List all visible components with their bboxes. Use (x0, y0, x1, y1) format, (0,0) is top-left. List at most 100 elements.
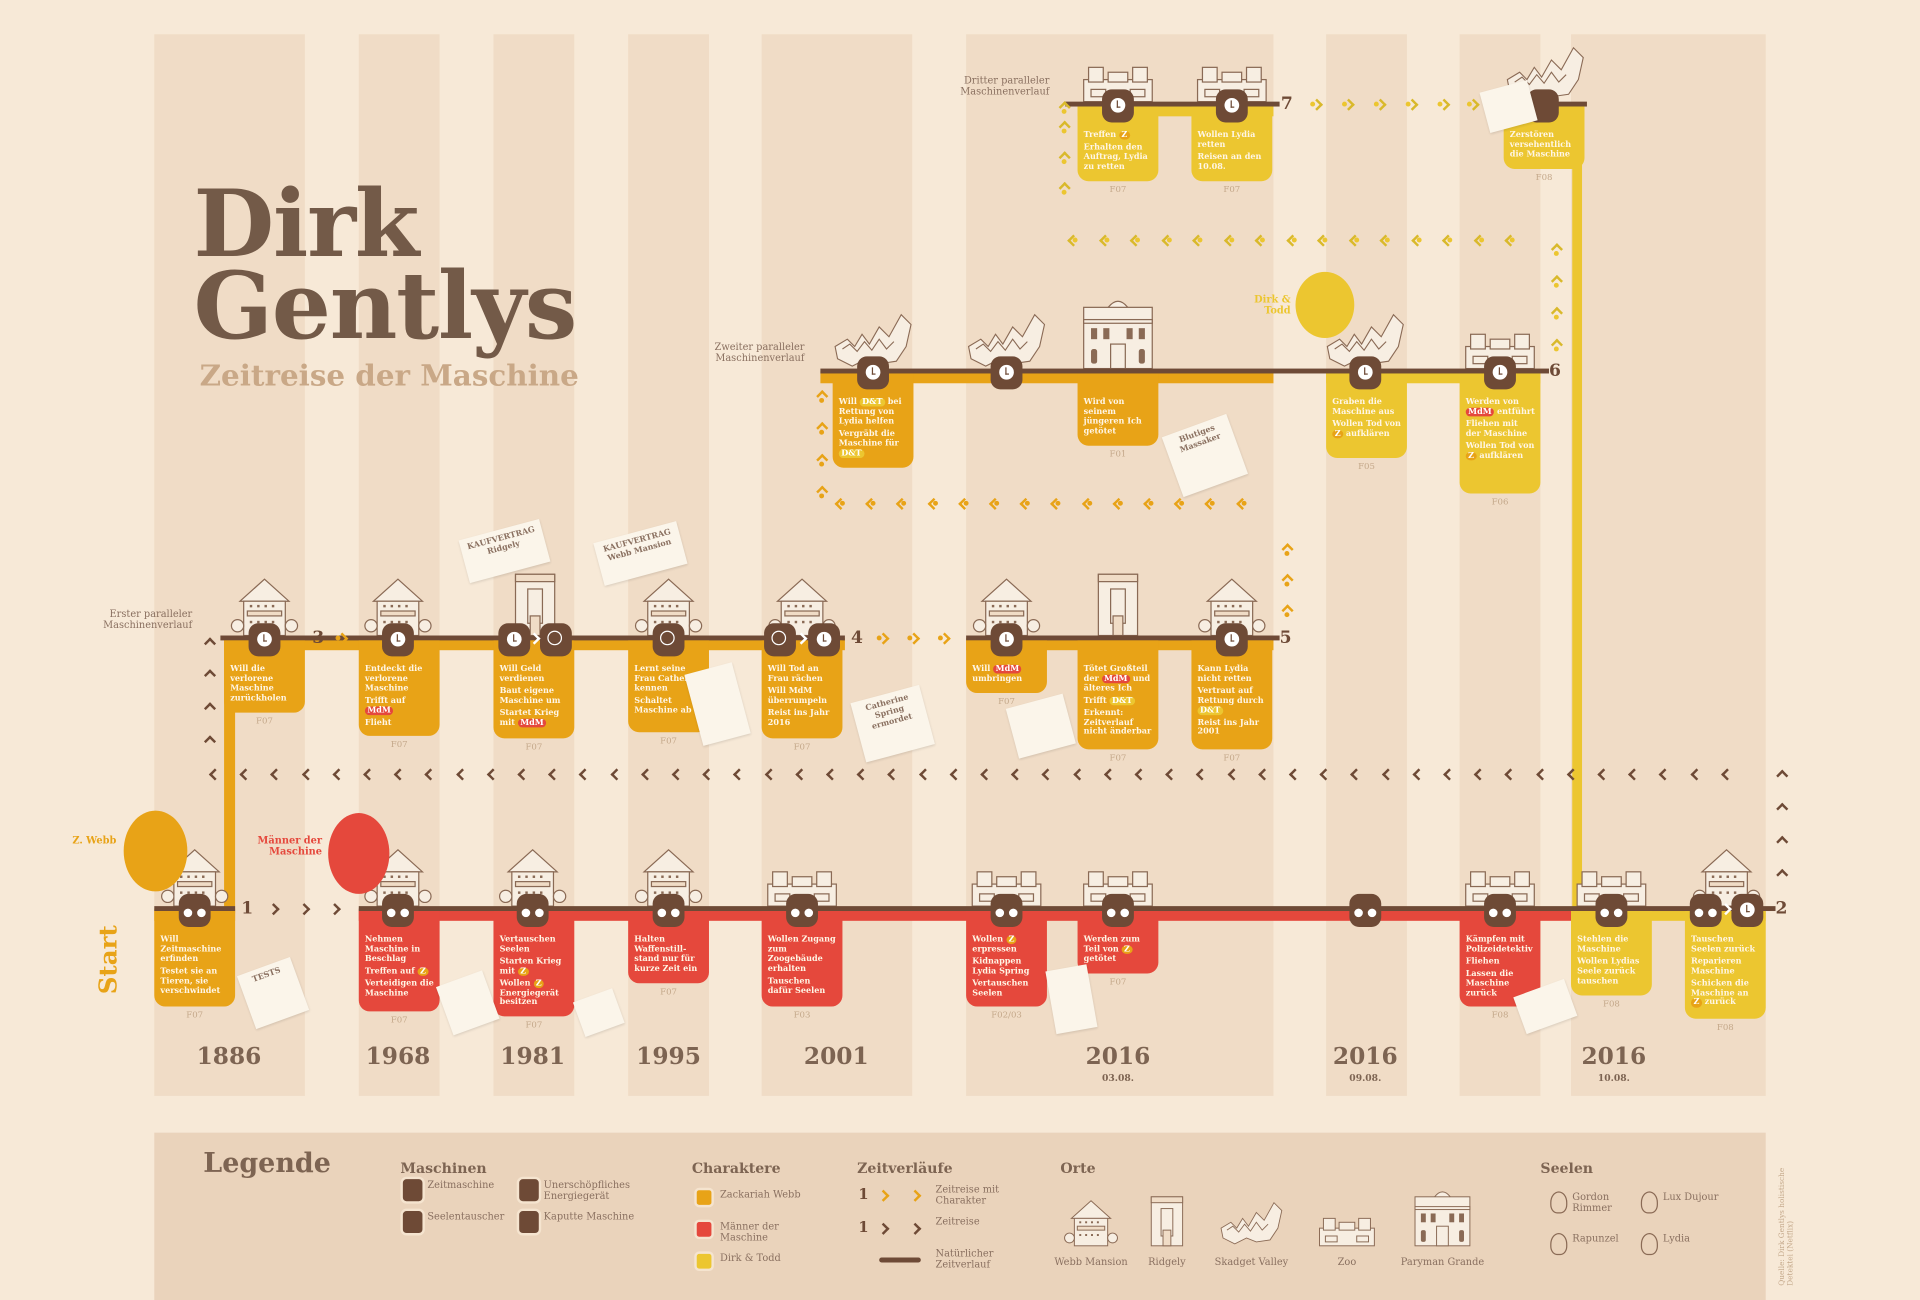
dot-marker (1284, 551, 1290, 556)
card-text-line: Wollen Tod von Z aufklären (1465, 440, 1535, 461)
card-text-line: Treffen auf Z (365, 966, 435, 977)
subtitle: Zeitreise der Maschine (199, 357, 579, 394)
card-text-line: Wollen Z erpressen (972, 934, 1017, 954)
dot-marker (1086, 500, 1092, 506)
z-badge: Z (1332, 429, 1344, 439)
chevron-left-icon (733, 768, 746, 781)
timeline-band (1572, 104, 1583, 913)
soul-portrait-icon (1640, 1233, 1658, 1256)
chevron-left-icon (455, 768, 468, 781)
card-text-line: Vertraut auf Rettung durch D&T (1197, 685, 1264, 715)
soul-eye (791, 908, 800, 918)
chevron-right-icon (909, 1189, 922, 1202)
soul-eye (1367, 908, 1377, 918)
time-machine-icon (1102, 89, 1134, 123)
card-text-line: Fliehen mit der Maschine (1465, 418, 1528, 439)
event-card: Nehmen Maschine in Beschlag Treffen auf Z… (358, 911, 440, 1012)
photo-card (572, 988, 625, 1038)
mdm-badge: MdM (364, 705, 394, 715)
legend-place-label: Skadget Valley (1214, 1256, 1289, 1268)
soul-eye (1354, 908, 1363, 918)
card-text-line: Werden von MdM entführt (1465, 396, 1535, 417)
card-text-line: Wollen Z Energiegerät besitzen (499, 977, 559, 1008)
row-label-erster: Erster paralleler Maschinenverlauf (103, 608, 193, 631)
step-number: 1 (241, 898, 254, 919)
year-label: 1981 (500, 1043, 566, 1071)
photo-card (435, 970, 500, 1036)
legend-place-label: Webb Mansion (1054, 1256, 1128, 1268)
dt-badge: D&T (838, 448, 864, 458)
card-text-line: Tauschen Seelen zurück (1691, 934, 1756, 954)
clock-face (1110, 97, 1126, 113)
card-text-line: Treffen Z (1084, 130, 1154, 141)
soul-eye (521, 908, 531, 918)
soul-swapper-icon (786, 893, 818, 927)
card-text-line: Will Tod an Frau rächen (767, 663, 823, 684)
soul-eye (1502, 908, 1512, 918)
dt-badge: D&T (1197, 705, 1223, 715)
episode-ref: F08 (1491, 1010, 1509, 1021)
chevron-left-icon (1288, 768, 1301, 781)
z-badge: Z (1005, 935, 1017, 945)
card-text-line: Halten Waffenstill-stand nur für kurze Z… (634, 934, 698, 974)
soul-eye (400, 908, 409, 918)
dot-marker (819, 397, 825, 403)
episode-ref: F07 (998, 696, 1015, 707)
legend-place-label: Ridgely (1148, 1256, 1186, 1268)
time-machine-icon (1484, 356, 1516, 390)
card-text-line: Starten Krieg mit Z (499, 956, 562, 976)
dirk-todd-label: Dirk & Todd (1254, 292, 1291, 316)
maenner-portrait (328, 813, 390, 894)
soul-eye (197, 908, 206, 918)
chevron-right-icon (328, 903, 341, 916)
dot-marker (1310, 101, 1316, 107)
clock-face (1740, 902, 1755, 918)
card-text-line: Entdeckt die verlorene Maschine (364, 663, 423, 693)
time-machine-icon (1349, 356, 1382, 390)
episode-ref: F07 (186, 1010, 204, 1021)
dot-marker (1416, 237, 1422, 243)
time-machine-icon (857, 356, 889, 390)
dot-marker (1103, 237, 1109, 243)
card-text-line: Will die verlorene Maschine zurückholen (230, 663, 287, 703)
card-text-line: Tauschen dafür Seelen (767, 975, 826, 995)
dot-marker (932, 500, 938, 506)
episode-ref: F07 (256, 716, 273, 727)
dot-marker (1228, 237, 1234, 243)
dot-marker (1322, 237, 1328, 243)
legend-soul-label: Lydia (1662, 1233, 1690, 1245)
episode-ref: F08 (1535, 172, 1553, 183)
z-badge: Z (517, 966, 529, 976)
z-badge: Z (1691, 998, 1702, 1008)
soul-eye (995, 908, 1005, 918)
place-icon-paryman (1411, 1187, 1474, 1248)
card-text-line: Will Geld verdienen (499, 663, 545, 684)
date-label: 09.08. (1349, 1072, 1382, 1084)
dot-marker (1148, 500, 1154, 506)
event-card: Graben die Maschine aus Wollen Tod von Z … (1326, 373, 1407, 458)
dot-marker (1553, 314, 1559, 320)
dot-marker (876, 635, 882, 641)
chevron-left-icon (609, 768, 623, 781)
card-text-line: Startet Krieg mit MdM (499, 707, 560, 728)
legend-number: 1 (858, 1185, 869, 1203)
episode-ref: F07 (1223, 184, 1241, 195)
card-text-line: Stehlen die Maschine (1577, 934, 1629, 954)
z-badge: Z (1118, 130, 1130, 140)
dot-marker (1055, 500, 1061, 506)
dot-marker (1061, 108, 1067, 114)
soul-swapper-icon (178, 893, 211, 927)
dot-marker (1197, 237, 1203, 243)
time-machine-icon (1731, 893, 1764, 927)
time-machine-icon (1215, 89, 1248, 123)
card-text-line: Vertauschen Seelen (499, 934, 556, 954)
card-text-line: Testet sie an Tieren, sie verschwindet (160, 965, 221, 995)
dot-marker (1478, 237, 1484, 243)
energy-device-icon (764, 623, 796, 657)
date-label: 03.08. (1101, 1072, 1134, 1084)
step-number: 4 (851, 628, 863, 648)
year-label: 2001 (803, 1043, 869, 1071)
clock-face (1492, 364, 1508, 380)
soul-eye (183, 908, 193, 918)
soul-eye (386, 908, 396, 918)
